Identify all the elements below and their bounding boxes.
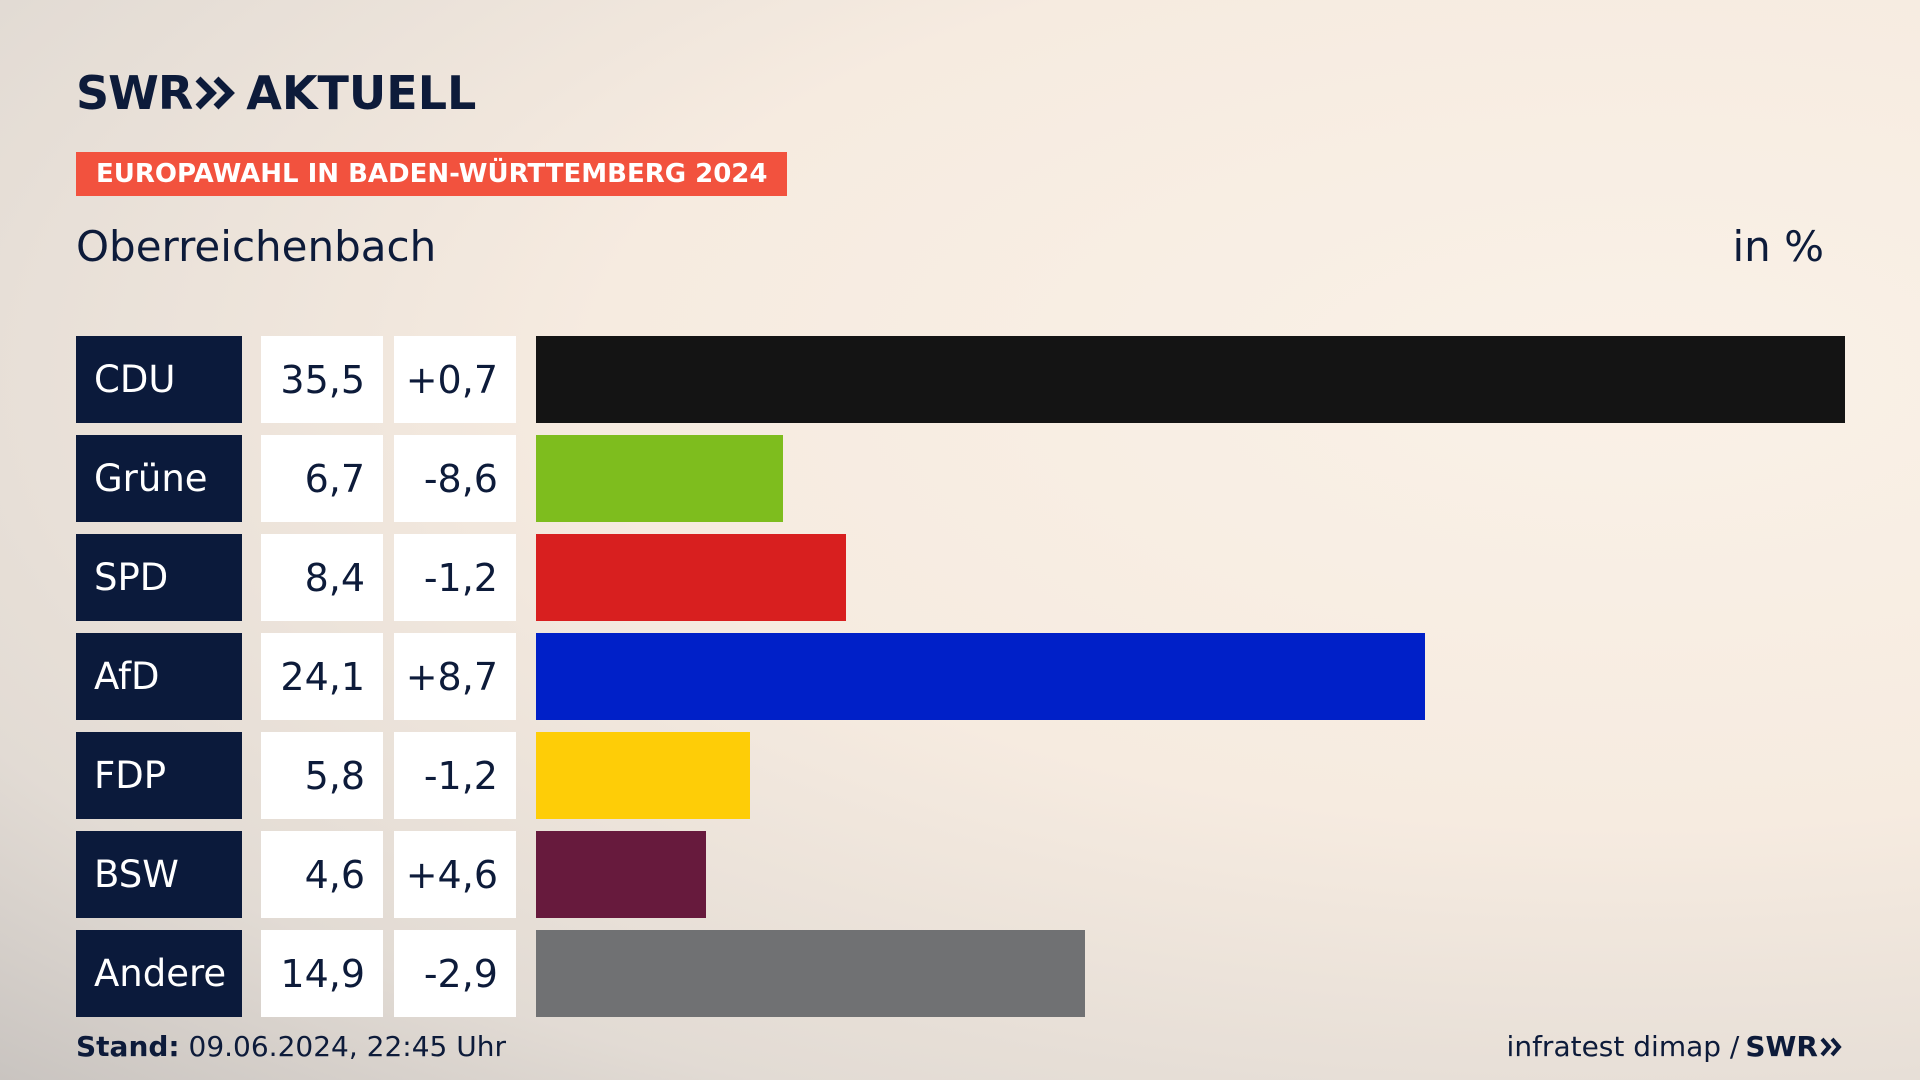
result-row: Andere 14,9 -2,9 xyxy=(76,930,1846,1017)
change-label: +4,6 xyxy=(394,831,516,918)
vote-share-bar xyxy=(536,831,706,918)
change-label: +8,7 xyxy=(394,633,516,720)
result-row: SPD 8,4 -1,2 xyxy=(76,534,1846,621)
party-label: SPD xyxy=(76,534,242,621)
change-label: -1,2 xyxy=(394,534,516,621)
party-label: AfD xyxy=(76,633,242,720)
result-row: CDU 35,5 +0,7 xyxy=(76,336,1846,423)
swr-aktuell-logo: SWR AKTUELL xyxy=(76,66,476,120)
vote-share-label: 24,1 xyxy=(261,633,383,720)
party-label: Andere xyxy=(76,930,242,1017)
change-label: -1,2 xyxy=(394,732,516,819)
change-label: -8,6 xyxy=(394,435,516,522)
double-chevron-icon xyxy=(195,76,236,110)
result-row: FDP 5,8 -1,2 xyxy=(76,732,1846,819)
vote-share-label: 6,7 xyxy=(261,435,383,522)
result-row: Grüne 6,7 -8,6 xyxy=(76,435,1846,522)
election-banner: EUROPAWAHL IN BADEN-WÜRTTEMBERG 2024 xyxy=(76,152,788,196)
timestamp: Stand: 09.06.2024, 22:45 Uhr xyxy=(76,1030,506,1063)
vote-share-bar xyxy=(536,435,783,522)
result-row: BSW 4,6 +4,6 xyxy=(76,831,1846,918)
stand-value: 09.06.2024, 22:45 Uhr xyxy=(179,1030,506,1063)
change-label: -2,9 xyxy=(394,930,516,1017)
logo-program: AKTUELL xyxy=(246,66,477,120)
source-credit: infratest dimap / SWR xyxy=(1507,1030,1844,1063)
unit-label: in % xyxy=(1732,222,1824,271)
stand-label: Stand: xyxy=(76,1030,180,1063)
party-label: CDU xyxy=(76,336,242,423)
result-row: AfD 24,1 +8,7 xyxy=(76,633,1846,720)
logo-brand: SWR xyxy=(76,66,193,120)
vote-share-label: 8,4 xyxy=(261,534,383,621)
vote-share-label: 35,5 xyxy=(261,336,383,423)
location-title: Oberreichenbach xyxy=(76,222,437,271)
vote-share-bar xyxy=(536,732,750,819)
source-brand: SWR xyxy=(1745,1030,1818,1063)
party-label: Grüne xyxy=(76,435,242,522)
vote-share-bar xyxy=(536,534,846,621)
change-label: +0,7 xyxy=(394,336,516,423)
party-label: FDP xyxy=(76,732,242,819)
vote-share-bar xyxy=(536,336,1845,423)
vote-share-bar xyxy=(536,633,1425,720)
party-label: BSW xyxy=(76,831,242,918)
vote-share-label: 4,6 xyxy=(261,831,383,918)
vote-share-label: 5,8 xyxy=(261,732,383,819)
vote-share-bar xyxy=(536,930,1085,1017)
vote-share-label: 14,9 xyxy=(261,930,383,1017)
small-double-chevron-icon xyxy=(1820,1037,1842,1056)
source-text: infratest dimap / xyxy=(1506,1030,1740,1063)
